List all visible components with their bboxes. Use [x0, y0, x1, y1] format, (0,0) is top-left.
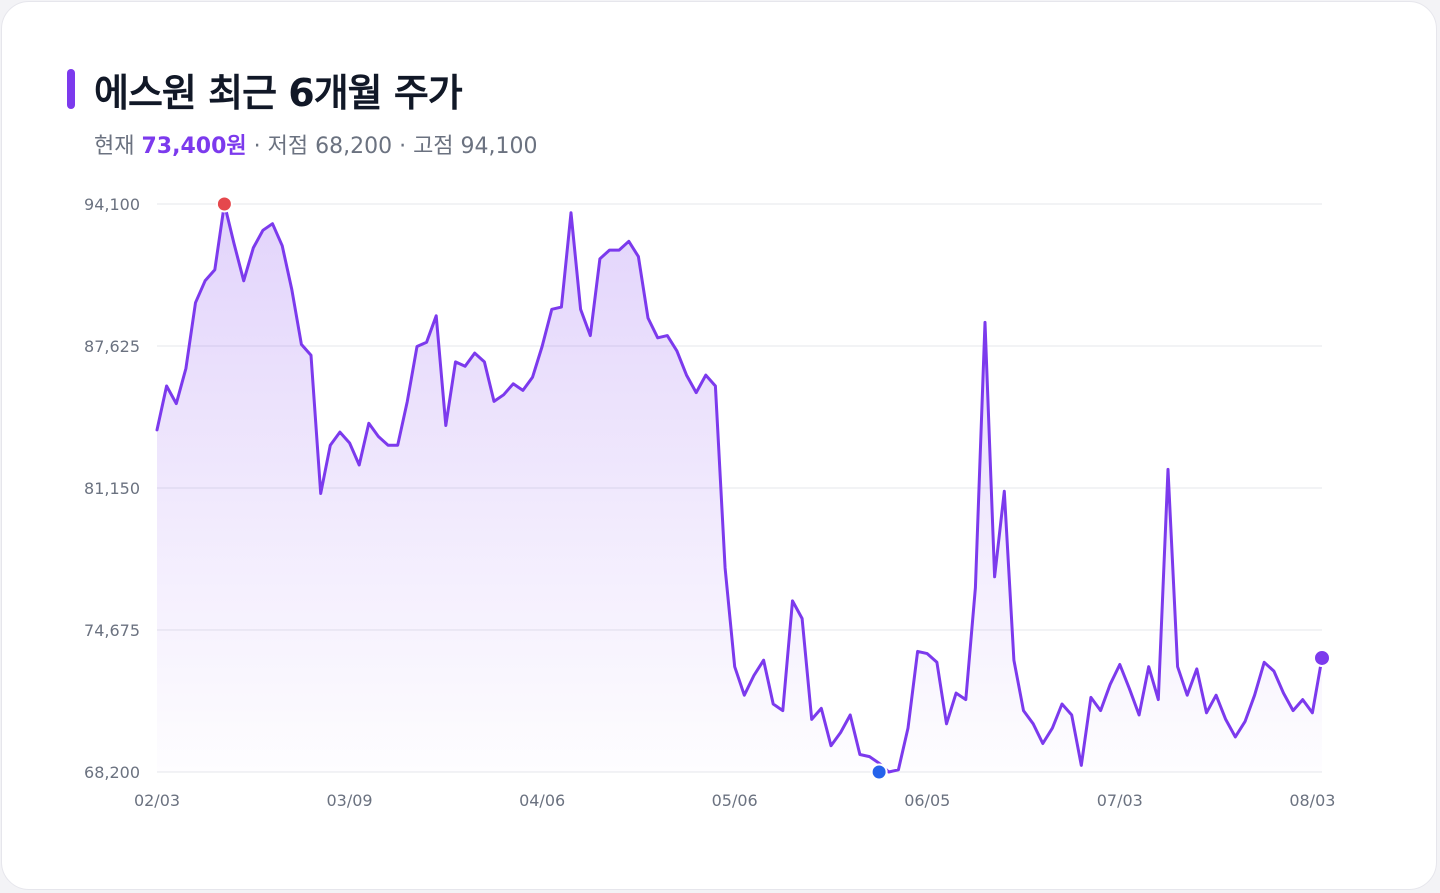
- markers-layer: [215, 195, 1331, 781]
- current-price: 73,400원: [141, 134, 247, 159]
- title-accent-bar: [67, 69, 75, 109]
- y-tick-label: 87,625: [84, 337, 140, 356]
- price-line: [155, 202, 1324, 774]
- x-tick-label: 07/03: [1097, 791, 1143, 810]
- low-point-marker: [870, 763, 888, 781]
- x-tick-label: 02/03: [134, 791, 180, 810]
- high-price: · 고점 94,100: [399, 134, 538, 159]
- x-tick-label: 08/03: [1289, 791, 1335, 810]
- x-tick-label: 05/06: [712, 791, 758, 810]
- chart-title: 에스원 최근 6개월 주가: [94, 71, 463, 115]
- low-price: · 저점 68,200: [253, 134, 393, 159]
- y-tick-label: 94,100: [84, 195, 140, 214]
- x-tick-label: 06/05: [904, 791, 950, 810]
- high-point-marker: [215, 195, 233, 213]
- current-label: 현재: [94, 134, 135, 159]
- y-tick-label: 74,675: [84, 621, 140, 640]
- x-tick-label: 04/06: [519, 791, 565, 810]
- price-area: [157, 204, 1322, 772]
- price-summary: 현재 73,400원 · 저점 68,200 · 고점 94,100: [94, 128, 538, 160]
- x-axis: 02/03 03/09 04/06 05/06 06/05 07/03 08/03: [134, 791, 1335, 810]
- y-tick-label: 68,200: [84, 763, 140, 782]
- current-point-marker: [1313, 648, 1331, 667]
- series-layer: [155, 202, 1324, 774]
- x-tick-label: 03/09: [327, 791, 373, 810]
- y-axis: 94,100 87,625 81,150 74,675 68,200: [84, 195, 140, 782]
- y-tick-label: 81,150: [84, 479, 140, 498]
